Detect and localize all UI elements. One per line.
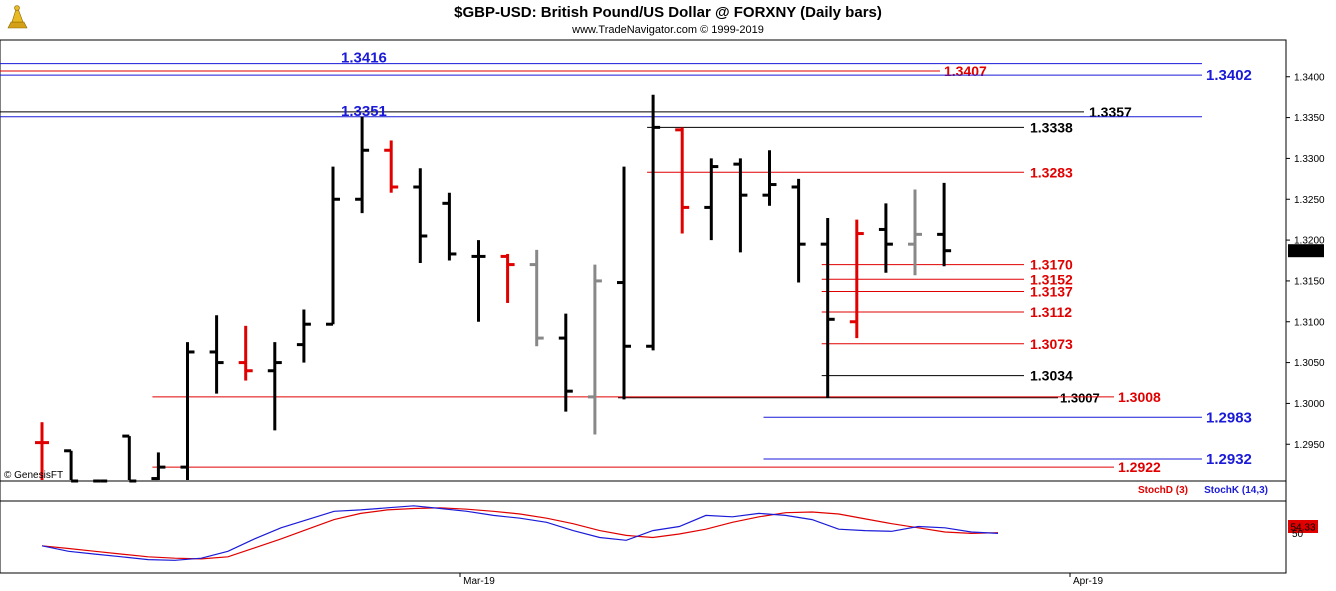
y-tick-label: 1.3000 — [1294, 399, 1325, 410]
level-label: 1.3283 — [1030, 164, 1073, 180]
level-label: 1.3073 — [1030, 336, 1073, 352]
chart-title: $GBP-USD: British Pound/US Dollar @ FORX… — [454, 4, 882, 21]
watermark: © GenesisFT — [4, 470, 63, 481]
price-bar — [762, 150, 777, 206]
level-label: 1.2932 — [1206, 451, 1252, 468]
price-bar — [355, 116, 370, 214]
price-bar — [617, 166, 631, 400]
x-label-mar: Mar-19 — [463, 576, 495, 587]
price-bar — [238, 325, 253, 381]
price-bar — [384, 140, 399, 193]
bars-layer — [35, 94, 952, 483]
indicator-last-label: 54.33 — [1290, 523, 1315, 534]
level-label: 1.3112 — [1030, 304, 1072, 320]
price-bar — [500, 253, 515, 303]
indicator-axis-label: 50 — [1292, 529, 1304, 540]
price-bar — [442, 192, 457, 261]
price-bar — [878, 203, 893, 273]
price-bar — [64, 449, 79, 483]
indicator-layer — [41, 505, 999, 561]
y-tick-label: 1.3250 — [1294, 195, 1325, 206]
price-bar — [646, 94, 661, 351]
level-label: 1.3357 — [1089, 104, 1132, 120]
price-bar — [733, 158, 748, 253]
y-tick-label: 1.3200 — [1294, 236, 1325, 247]
price-bar — [704, 158, 719, 241]
last-price-label: 1.3187 — [1291, 246, 1322, 257]
stochk-line — [41, 505, 999, 561]
price-bar — [122, 434, 137, 483]
indicator-last-marker: 54.33 — [1288, 520, 1318, 534]
level-label: 1.3351 — [341, 103, 387, 120]
price-bar — [267, 342, 282, 431]
level-label: 1.3007 — [1060, 391, 1100, 406]
price-bar — [587, 264, 602, 435]
y-tick-label: 1.3150 — [1294, 276, 1325, 287]
price-bar — [820, 218, 835, 398]
level-label: 1.3170 — [1030, 257, 1073, 273]
logo-icon — [4, 3, 30, 31]
price-bar — [937, 182, 952, 267]
y-tick-label: 1.3400 — [1294, 72, 1325, 83]
legend-stochk: StochK (14,3) — [1204, 485, 1268, 496]
y-tick-label: 1.3300 — [1294, 154, 1325, 165]
stochd-line — [41, 507, 999, 560]
price-bar — [296, 309, 311, 363]
legend-stochd: StochD (3) — [1138, 485, 1188, 496]
x-label-apr: Apr-19 — [1073, 576, 1103, 587]
level-label: 1.3008 — [1118, 389, 1161, 405]
price-bar — [93, 479, 108, 483]
level-label: 1.2922 — [1118, 459, 1161, 475]
price-bar — [35, 422, 49, 480]
price-bar — [180, 342, 195, 480]
price-bar — [791, 178, 806, 283]
price-bar — [908, 189, 922, 276]
price-bar — [558, 313, 573, 412]
price-bar — [471, 240, 486, 322]
price-bar — [529, 249, 544, 347]
price-bar — [675, 127, 690, 234]
price-bar — [849, 219, 864, 339]
level-label: 1.2983 — [1206, 409, 1252, 426]
level-label: 1.3402 — [1206, 67, 1252, 84]
pane-divider — [0, 480, 1287, 502]
level-label: 1.3034 — [1030, 368, 1073, 384]
price-bar — [326, 166, 340, 326]
chart-subtitle: www.TradeNavigator.com © 1999-2019 — [571, 24, 764, 36]
level-label: 1.3338 — [1030, 119, 1073, 135]
y-axis: 1.2950 1.3000 1.3050 1.3100 1.3150 1.3200 1.32… — [1286, 72, 1325, 451]
price-bar — [151, 452, 166, 481]
y-tick-label: 1.2950 — [1294, 440, 1325, 451]
levels-layer: 1.3416 1.3407 1.3402 1.3357 1.3351 1.3338 1.32… — [0, 50, 1252, 475]
price-bar — [209, 315, 224, 394]
level-label: 1.3407 — [944, 63, 987, 79]
y-tick-label: 1.3050 — [1294, 358, 1325, 369]
level-label: 1.3416 — [341, 50, 387, 67]
y-tick-label: 1.3100 — [1294, 317, 1325, 328]
level-label: 1.3152 — [1030, 271, 1073, 287]
y-tick-label: 1.3350 — [1294, 113, 1325, 124]
last-price-marker: 1.3187 — [1288, 244, 1324, 258]
price-bar — [413, 168, 428, 263]
price-pane — [0, 39, 1287, 482]
level-label: 1.3137 — [1030, 284, 1073, 300]
